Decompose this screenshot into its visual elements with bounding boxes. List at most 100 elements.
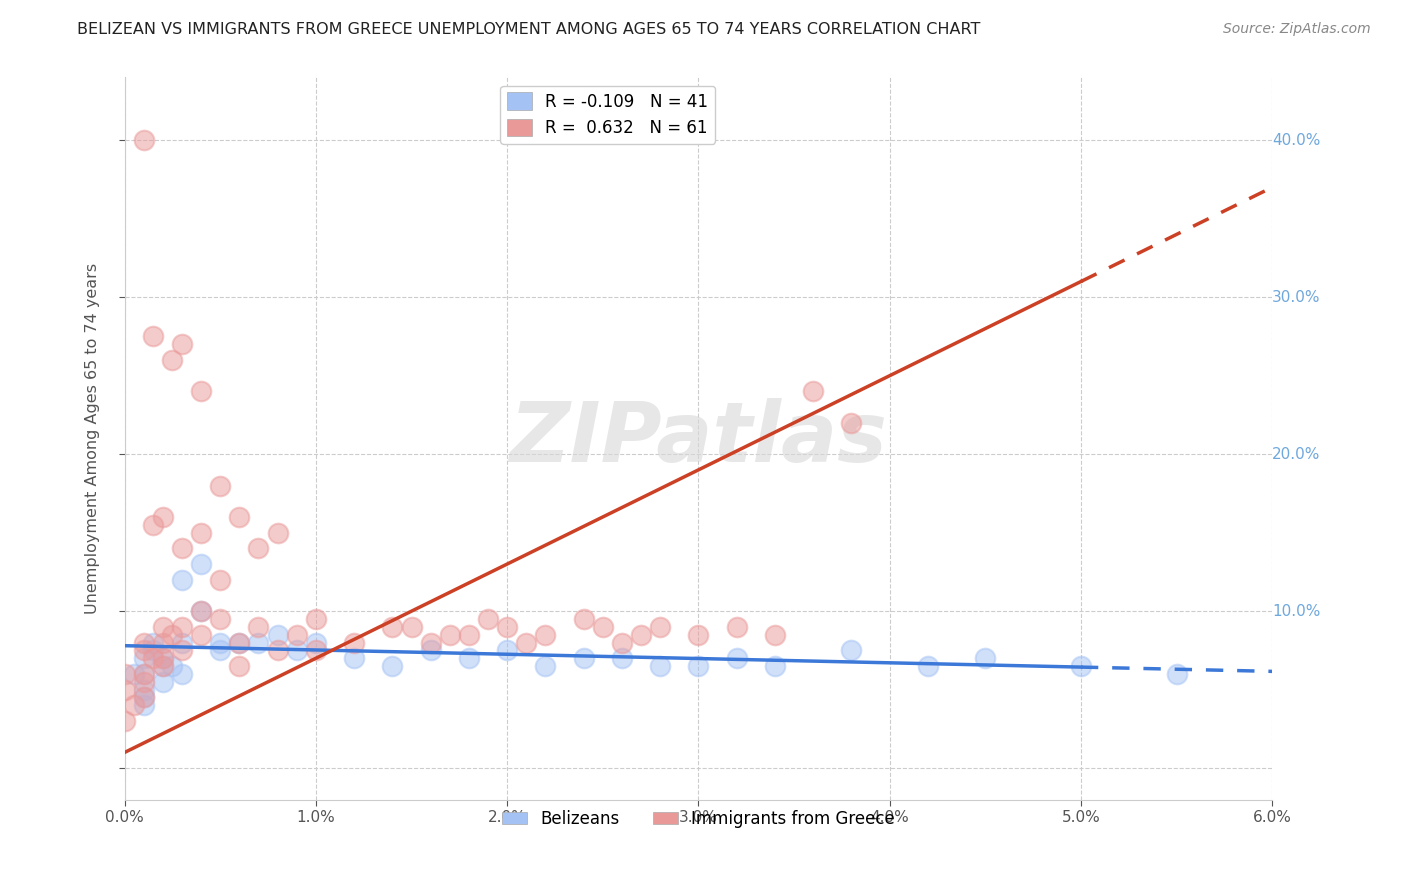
Point: [650, 620, 672, 634]
Point: [534, 628, 557, 642]
Point: [132, 690, 155, 705]
Point: [477, 612, 499, 626]
Point: [285, 643, 308, 657]
Point: [381, 620, 404, 634]
Point: [266, 628, 288, 642]
Point: [152, 651, 174, 665]
Point: [305, 643, 328, 657]
Point: [132, 643, 155, 657]
Point: [419, 635, 441, 649]
Point: [114, 714, 136, 728]
Point: [142, 651, 165, 665]
Text: 20.0%: 20.0%: [1272, 447, 1320, 462]
Point: [763, 628, 786, 642]
Y-axis label: Unemployment Among Ages 65 to 74 years: Unemployment Among Ages 65 to 74 years: [86, 263, 100, 614]
Point: [142, 517, 165, 532]
Text: Source: ZipAtlas.com: Source: ZipAtlas.com: [1223, 22, 1371, 37]
Point: [496, 643, 519, 657]
Point: [209, 643, 232, 657]
Point: [132, 667, 155, 681]
Point: [841, 643, 863, 657]
Point: [152, 674, 174, 689]
Point: [381, 659, 404, 673]
Point: [190, 604, 212, 618]
Point: [132, 667, 155, 681]
Point: [725, 620, 748, 634]
Point: [515, 635, 537, 649]
Point: [132, 674, 155, 689]
Point: [1070, 659, 1092, 673]
Point: [247, 541, 270, 556]
Point: [650, 659, 672, 673]
Point: [209, 635, 232, 649]
Point: [266, 643, 288, 657]
Point: [114, 667, 136, 681]
Point: [152, 659, 174, 673]
Point: [763, 659, 786, 673]
Point: [688, 628, 710, 642]
Point: [162, 353, 184, 368]
Point: [190, 628, 212, 642]
Point: [592, 620, 614, 634]
Point: [114, 682, 136, 697]
Point: [132, 682, 155, 697]
Point: [266, 525, 288, 540]
Point: [122, 698, 145, 713]
Point: [170, 620, 193, 634]
Point: [170, 635, 193, 649]
Point: [457, 651, 479, 665]
Point: [419, 643, 441, 657]
Point: [228, 635, 250, 649]
Point: [170, 541, 193, 556]
Text: 10.0%: 10.0%: [1272, 604, 1320, 619]
Point: [209, 612, 232, 626]
Point: [688, 659, 710, 673]
Point: [170, 643, 193, 657]
Point: [247, 635, 270, 649]
Point: [142, 329, 165, 343]
Point: [439, 628, 461, 642]
Point: [142, 643, 165, 657]
Point: [209, 478, 232, 492]
Point: [534, 659, 557, 673]
Point: [170, 337, 193, 351]
Point: [610, 651, 633, 665]
Point: [305, 612, 328, 626]
Point: [228, 510, 250, 524]
Point: [285, 628, 308, 642]
Point: [142, 635, 165, 649]
Point: [801, 384, 824, 399]
Point: [170, 667, 193, 681]
Point: [190, 557, 212, 571]
Point: [132, 133, 155, 147]
Point: [572, 612, 595, 626]
Point: [1166, 667, 1188, 681]
Point: [401, 620, 423, 634]
Text: 40.0%: 40.0%: [1272, 133, 1320, 148]
Point: [152, 659, 174, 673]
Point: [974, 651, 997, 665]
Point: [152, 635, 174, 649]
Point: [228, 635, 250, 649]
Point: [152, 620, 174, 634]
Point: [132, 698, 155, 713]
Point: [572, 651, 595, 665]
Point: [228, 659, 250, 673]
Point: [162, 628, 184, 642]
Point: [152, 510, 174, 524]
Point: [725, 651, 748, 665]
Point: [247, 620, 270, 634]
Point: [610, 635, 633, 649]
Point: [457, 628, 479, 642]
Point: [190, 384, 212, 399]
Point: [152, 651, 174, 665]
Point: [170, 573, 193, 587]
Text: ZIPatlas: ZIPatlas: [509, 398, 887, 479]
Point: [841, 416, 863, 430]
Point: [343, 635, 366, 649]
Point: [190, 525, 212, 540]
Point: [630, 628, 652, 642]
Point: [209, 573, 232, 587]
Point: [917, 659, 939, 673]
Text: 30.0%: 30.0%: [1272, 290, 1320, 305]
